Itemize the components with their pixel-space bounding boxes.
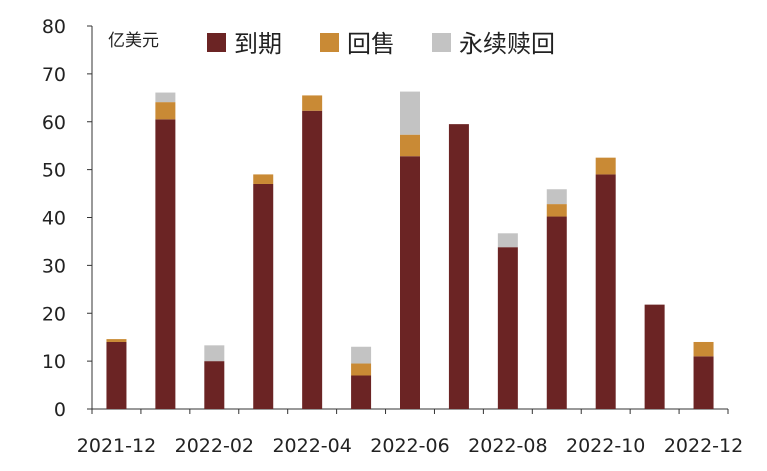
bar-segment-2022-04-series-0: [302, 110, 323, 410]
bar-segment-2022-08-series-2: [497, 233, 518, 248]
bar-segment-2022-01-series-2: [155, 92, 176, 103]
y-tick-label: 0: [54, 399, 66, 421]
bar-segment-2022-02-series-2: [204, 345, 225, 362]
bar-segment-2022-06-series-1: [400, 134, 420, 157]
bar-segment-2022-05-series-1: [351, 363, 372, 376]
bars: [106, 91, 714, 410]
bar-segment-2022-03-series-1: [253, 174, 274, 184]
bar-segment-2022-10-series-0: [595, 174, 616, 409]
tick-labels: 0 10 20 30 40 50 60 70 80 2021-12 2022-02 2022-04 20…: [42, 16, 743, 457]
y-tick-label: 50: [42, 160, 66, 182]
y-tick-label: 20: [42, 303, 66, 325]
y-tick-label: 60: [42, 112, 66, 134]
bar-segment-2021-12-series-0: [106, 341, 127, 409]
x-tick-label: 2021-12: [77, 435, 156, 457]
bar-segment-2022-01-series-0: [155, 119, 176, 410]
legend-label: 回售: [347, 30, 395, 58]
y-tick-label: 10: [42, 351, 66, 373]
bar-segment-2022-12-series-1: [693, 341, 714, 357]
x-tick-label: 2022-02: [175, 435, 254, 457]
bar-segment-2022-02-series-0: [204, 361, 225, 410]
y-axis-unit-label: 亿美元: [108, 31, 159, 51]
legend-swatch: [320, 33, 339, 52]
legend: 到期 回售 永续赎回: [207, 30, 555, 58]
bar-segment-2022-06-series-0: [400, 156, 420, 409]
x-tick-label: 2022-06: [370, 435, 449, 457]
bar-segment-2022-08-series-0: [497, 247, 518, 409]
legend-label: 到期: [234, 30, 282, 58]
legend-swatch: [432, 33, 451, 52]
bar-segment-2022-10-series-1: [595, 157, 616, 175]
bar-segment-2022-11-series-0: [644, 304, 665, 409]
x-tick-label: 2022-10: [566, 435, 645, 457]
x-tick-label: 2022-08: [468, 435, 547, 457]
bar-segment-2022-06-series-2: [400, 91, 420, 135]
bar-segment-2022-07-series-0: [448, 124, 469, 409]
x-tick-label: 2022-04: [272, 435, 351, 457]
bar-segment-2022-09-series-0: [546, 216, 567, 409]
bar-segment-2022-05-series-2: [351, 346, 372, 364]
y-tick-label: 70: [42, 64, 66, 86]
bar-segment-2022-12-series-0: [693, 356, 714, 409]
bar-segment-2022-09-series-2: [546, 189, 567, 205]
legend-label: 永续赎回: [459, 30, 555, 58]
x-tick-label: 2022-12: [664, 435, 743, 457]
legend-swatch: [207, 33, 226, 52]
bar-segment-2022-04-series-1: [302, 95, 323, 111]
bar-segment-2022-01-series-1: [155, 102, 176, 120]
bar-segment-2022-03-series-0: [253, 183, 274, 409]
bar-segment-2022-09-series-1: [546, 204, 567, 217]
y-tick-label: 80: [42, 16, 66, 38]
axes: [87, 25, 729, 414]
y-tick-label: 40: [42, 208, 66, 230]
y-tick-label: 30: [42, 255, 66, 277]
bar-segment-2021-12-series-1: [106, 339, 127, 342]
bar-segment-2022-05-series-0: [351, 375, 372, 409]
